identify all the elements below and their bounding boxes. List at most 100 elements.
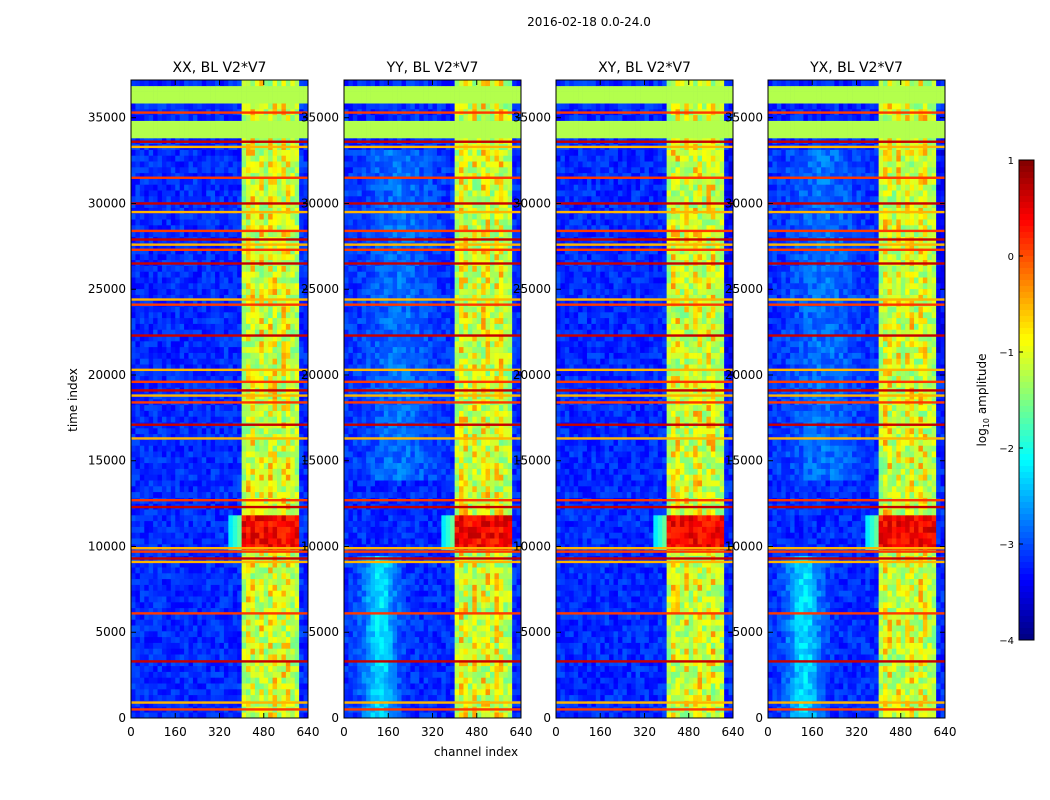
heatmap-cell <box>220 97 225 103</box>
panel-title: XX, BL V2*V7 <box>173 60 267 76</box>
heatmap-cell <box>197 648 202 654</box>
heatmap-cell <box>180 277 185 283</box>
heatmap-cell <box>131 121 136 127</box>
heatmap-cell <box>499 695 504 701</box>
heatmap-cell <box>224 463 229 469</box>
heatmap-cell <box>158 654 163 660</box>
heatmap-cell <box>290 590 295 596</box>
heatmap-cell <box>193 150 198 156</box>
heatmap-cell <box>250 190 255 196</box>
heatmap-cell <box>508 683 513 689</box>
heatmap-cell <box>206 86 211 92</box>
heatmap-cell <box>184 672 189 678</box>
heatmap-cell <box>281 590 286 596</box>
heatmap-cell <box>184 150 189 156</box>
heatmap-cell <box>158 596 163 602</box>
heatmap-cell <box>455 677 460 683</box>
heatmap-cell <box>468 666 473 672</box>
heatmap-cell <box>228 486 233 492</box>
heatmap-cell <box>166 538 171 544</box>
heatmap-cell <box>281 150 286 156</box>
heatmap-cell <box>242 538 247 544</box>
bright-row <box>131 243 308 245</box>
heatmap-cell <box>273 648 278 654</box>
heatmap-cell <box>228 411 233 417</box>
heatmap-cell <box>259 411 264 417</box>
heatmap-cell <box>215 213 220 219</box>
heatmap-cell <box>193 92 198 98</box>
heatmap-cell <box>237 527 242 533</box>
heatmap-cell <box>140 324 145 330</box>
heatmap-cell <box>224 97 229 103</box>
heatmap-cell <box>206 683 211 689</box>
heatmap-cell <box>290 440 295 446</box>
heatmap-cell <box>259 590 264 596</box>
heatmap-cell <box>220 474 225 480</box>
heatmap-cell <box>366 654 371 660</box>
heatmap-cell <box>393 677 398 683</box>
heatmap-cell <box>189 341 194 347</box>
heatmap-cell <box>388 643 393 649</box>
heatmap-cell <box>135 637 140 643</box>
heatmap-cell <box>131 445 136 451</box>
heatmap-cell <box>197 318 202 324</box>
heatmap-cell <box>273 428 278 434</box>
heatmap-cell <box>233 271 238 277</box>
heatmap-cell <box>140 672 145 678</box>
heatmap-cell <box>149 677 154 683</box>
heatmap-cell <box>211 312 216 318</box>
heatmap-cell <box>255 445 260 451</box>
heatmap-cell <box>149 283 154 289</box>
heatmap-cell <box>184 353 189 359</box>
heatmap-cell <box>197 167 202 173</box>
heatmap-cell <box>277 654 282 660</box>
heatmap-cell <box>189 92 194 98</box>
heatmap-cell <box>193 492 198 498</box>
heatmap-cell <box>180 532 185 538</box>
heatmap-cell <box>259 213 264 219</box>
heatmap-cell <box>215 283 220 289</box>
heatmap-cell <box>348 666 353 672</box>
heatmap-cell <box>202 469 207 475</box>
heatmap-cell <box>286 126 291 132</box>
heatmap-cell <box>268 150 273 156</box>
heatmap-cell <box>295 515 300 521</box>
heatmap-cell <box>189 126 194 132</box>
heatmap-cell <box>193 677 198 683</box>
heatmap-cell <box>197 289 202 295</box>
heatmap-cell <box>131 196 136 202</box>
heatmap-cell <box>202 161 207 167</box>
heatmap-cell <box>197 532 202 538</box>
heatmap-cell <box>512 643 517 649</box>
heatmap-cell <box>211 573 216 579</box>
heatmap-cell <box>180 440 185 446</box>
heatmap-cell <box>162 474 167 480</box>
heatmap-cell <box>233 341 238 347</box>
heatmap-cell <box>162 341 167 347</box>
heatmap-cell <box>228 150 233 156</box>
heatmap-cell <box>220 167 225 173</box>
heatmap-cell <box>149 341 154 347</box>
heatmap-cell <box>255 405 260 411</box>
heatmap-cell <box>295 440 300 446</box>
heatmap-cell <box>166 266 171 272</box>
heatmap-cell <box>295 596 300 602</box>
heatmap-cell <box>180 527 185 533</box>
heatmap-cell <box>224 92 229 98</box>
heatmap-cell <box>175 695 180 701</box>
heatmap-cell <box>233 695 238 701</box>
heatmap-cell <box>144 631 149 637</box>
heatmap-cell <box>215 312 220 318</box>
heatmap-cell <box>242 103 247 109</box>
heatmap-cell <box>233 683 238 689</box>
bright-row <box>131 202 308 204</box>
heatmap-cell <box>153 445 158 451</box>
heatmap-cell <box>158 683 163 689</box>
bright-row <box>131 238 308 240</box>
bright-row <box>131 708 308 710</box>
heatmap-cell <box>175 213 180 219</box>
heatmap-cell <box>428 677 433 683</box>
heatmap-cell <box>295 341 300 347</box>
heatmap-cell <box>162 353 167 359</box>
heatmap-cell <box>153 486 158 492</box>
